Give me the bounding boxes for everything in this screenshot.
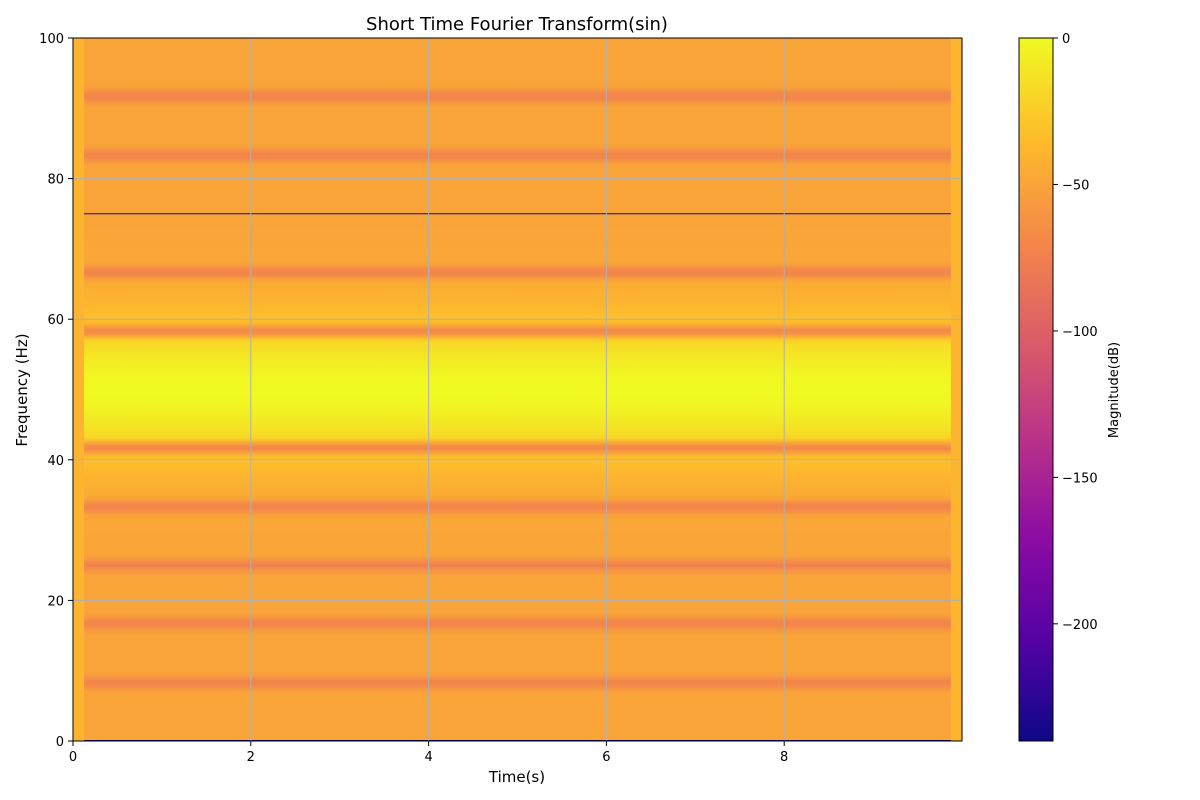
x-tick-label: 2 <box>247 750 255 765</box>
y-tick-label: 60 <box>47 313 64 328</box>
x-axis-label: Time(s) <box>488 768 545 786</box>
x-tick-label: 4 <box>424 750 432 765</box>
plot-frame <box>72 37 963 742</box>
colorbar-tick-label: −50 <box>1062 178 1089 193</box>
heatmap-cells <box>84 38 951 741</box>
colorbar: 0 −50 −100 −150 −200 Magnitude(dB) <box>1018 32 1122 742</box>
colorbar-tick-label: 0 <box>1062 32 1070 47</box>
x-tick-label: 8 <box>780 750 788 765</box>
colorbar-tick-label: −100 <box>1062 325 1098 340</box>
x-tick-label: 6 <box>602 750 610 765</box>
colorbar-gradient <box>1018 37 1054 742</box>
heatmap-layer <box>84 38 951 741</box>
y-tick-label: 40 <box>47 454 64 469</box>
chart-title: Short Time Fourier Transform(sin) <box>366 14 668 35</box>
colorbar-label: Magnitude(dB) <box>1107 342 1122 438</box>
y-tick-label: 0 <box>56 735 64 750</box>
y-axis: 0 20 40 60 80 100 <box>39 32 73 750</box>
x-axis: 0 2 4 6 8 <box>69 741 788 765</box>
colorbar-tick-label: −150 <box>1062 471 1098 486</box>
y-tick-label: 20 <box>47 594 64 609</box>
y-tick-label: 80 <box>47 173 64 188</box>
colorbar-ticks: 0 −50 −100 −150 −200 <box>1053 32 1098 633</box>
y-axis-label: Frequency (Hz) <box>13 333 31 446</box>
y-tick-label: 100 <box>39 32 64 47</box>
colorbar-tick-label: −200 <box>1062 618 1098 633</box>
x-tick-label: 0 <box>69 750 77 765</box>
plot-area <box>72 37 963 742</box>
